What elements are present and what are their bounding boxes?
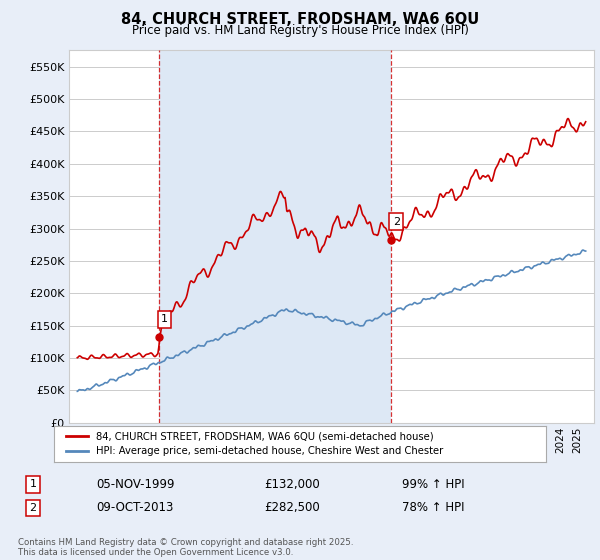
Text: 2: 2 bbox=[29, 503, 37, 513]
Text: 05-NOV-1999: 05-NOV-1999 bbox=[96, 478, 175, 491]
Text: £282,500: £282,500 bbox=[264, 501, 320, 515]
Text: £132,000: £132,000 bbox=[264, 478, 320, 491]
Bar bbox=[158, 50, 391, 423]
Text: Price paid vs. HM Land Registry's House Price Index (HPI): Price paid vs. HM Land Registry's House … bbox=[131, 24, 469, 36]
Text: 99% ↑ HPI: 99% ↑ HPI bbox=[402, 478, 464, 491]
Text: Contains HM Land Registry data © Crown copyright and database right 2025.
This d: Contains HM Land Registry data © Crown c… bbox=[18, 538, 353, 557]
Text: 09-OCT-2013: 09-OCT-2013 bbox=[96, 501, 173, 515]
Text: 1: 1 bbox=[161, 314, 168, 324]
Legend: 84, CHURCH STREET, FRODSHAM, WA6 6QU (semi-detached house), HPI: Average price, : 84, CHURCH STREET, FRODSHAM, WA6 6QU (se… bbox=[61, 426, 449, 461]
Text: 2: 2 bbox=[393, 217, 400, 227]
Text: 78% ↑ HPI: 78% ↑ HPI bbox=[402, 501, 464, 515]
Text: 1: 1 bbox=[29, 479, 37, 489]
Text: 84, CHURCH STREET, FRODSHAM, WA6 6QU: 84, CHURCH STREET, FRODSHAM, WA6 6QU bbox=[121, 12, 479, 27]
